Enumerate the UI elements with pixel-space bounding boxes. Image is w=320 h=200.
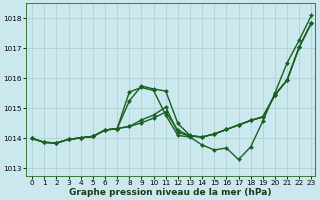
- X-axis label: Graphe pression niveau de la mer (hPa): Graphe pression niveau de la mer (hPa): [69, 188, 272, 197]
